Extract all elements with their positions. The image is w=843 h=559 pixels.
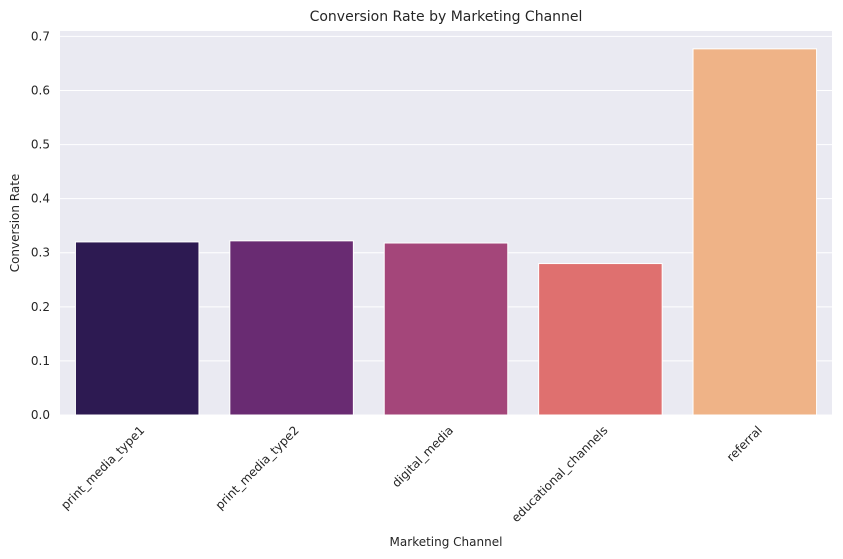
y-tick-label: 0.6 [31,83,50,97]
y-tick-label: 0.7 [31,29,50,43]
y-tick-label: 0.3 [31,246,50,260]
bar-print-media-type1 [74,241,200,416]
y-tick-label: 0.0 [31,408,50,422]
y-tick-label: 0.5 [31,138,50,152]
y-tick-label: 0.4 [31,192,50,206]
bar-print-media-type2 [229,240,354,416]
bar-educational-channels [538,263,663,416]
y-tick-labels: 0.0 0.1 0.2 0.3 0.4 0.5 0.6 0.7 [31,29,50,422]
x-tick-label: educational_channels [509,423,611,525]
y-tick-label: 0.2 [31,300,50,314]
bars [74,48,818,416]
bar-referral [692,48,818,416]
x-tick-label: print_media_type2 [213,423,302,512]
bar-digital-media [383,242,509,416]
x-tick-label: print_media_type1 [58,423,147,512]
chart-title: Conversion Rate by Marketing Channel [310,9,583,25]
y-tick-label: 0.1 [31,354,50,368]
x-axis-label: Marketing Channel [390,535,503,549]
x-tick-label: referral [724,423,765,464]
x-tick-labels: print_media_type1 print_media_type2 digita… [58,423,765,525]
x-tick-label: digital_media [389,423,456,490]
y-axis-label: Conversion Rate [8,174,22,273]
